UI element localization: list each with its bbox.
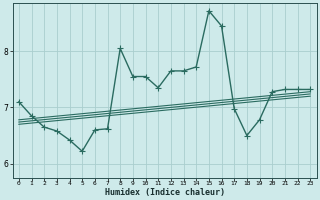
X-axis label: Humidex (Indice chaleur): Humidex (Indice chaleur) (105, 188, 225, 197)
